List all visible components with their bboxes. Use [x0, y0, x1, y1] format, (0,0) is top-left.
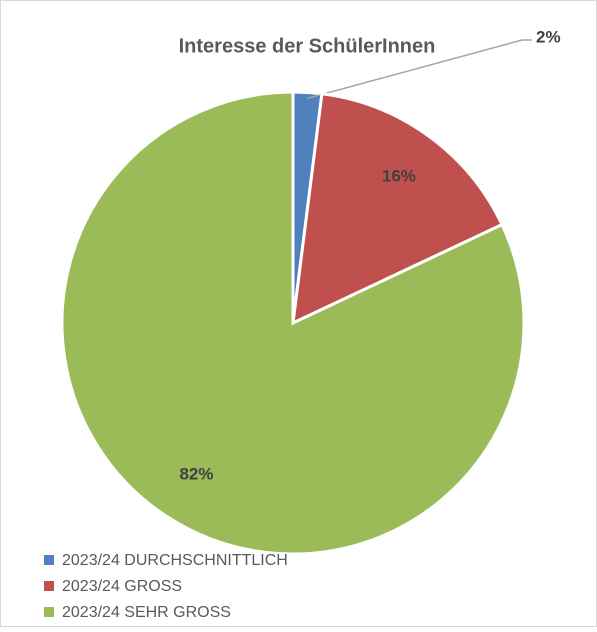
legend-label: 2023/24 DURCHSCHNITTLICH	[62, 552, 288, 569]
legend-swatch	[44, 581, 54, 591]
pie-slice	[291, 92, 505, 326]
data-label: 16%	[382, 167, 416, 186]
legend-label: 2023/24 GROSS	[62, 578, 182, 595]
pie-slice	[60, 90, 526, 556]
legend-swatch	[44, 607, 54, 617]
leader-line	[306, 39, 532, 100]
legend-label: 2023/24 SEHR GROSS	[62, 604, 231, 621]
chart-title: Interesse der SchülerInnen	[179, 35, 436, 57]
data-label: 2%	[536, 27, 561, 46]
legend-swatch	[44, 555, 54, 565]
data-label: 82%	[179, 465, 213, 484]
